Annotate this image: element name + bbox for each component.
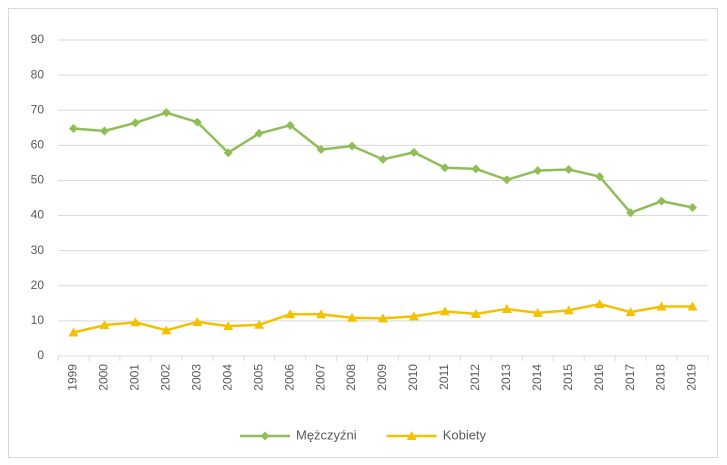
x-tick-label: 2017 bbox=[623, 364, 637, 391]
marker bbox=[254, 128, 264, 138]
marker bbox=[625, 307, 636, 317]
marker bbox=[687, 301, 698, 311]
legend-label: Mężczyźni bbox=[296, 427, 357, 442]
marker bbox=[656, 301, 667, 311]
marker bbox=[99, 320, 110, 330]
x-tick-label: 2010 bbox=[406, 364, 420, 391]
y-tick-label: 80 bbox=[31, 67, 45, 81]
x-tick-label: 1999 bbox=[66, 364, 80, 391]
marker bbox=[563, 305, 574, 315]
y-tick-label: 0 bbox=[37, 348, 44, 362]
marker bbox=[254, 319, 265, 329]
y-tick-label: 70 bbox=[31, 102, 45, 116]
x-tick-label: 2005 bbox=[251, 364, 265, 391]
x-tick-label: 2004 bbox=[220, 364, 234, 391]
marker bbox=[130, 317, 141, 327]
marker bbox=[409, 147, 419, 157]
x-tick-label: 2008 bbox=[344, 364, 358, 391]
x-tick-label: 2018 bbox=[654, 364, 668, 391]
x-tick-label: 2019 bbox=[685, 364, 699, 391]
marker bbox=[440, 163, 450, 173]
x-tick-label: 2006 bbox=[282, 364, 296, 391]
marker bbox=[347, 312, 358, 322]
marker bbox=[502, 175, 512, 185]
x-tick-label: 2007 bbox=[313, 364, 327, 391]
marker bbox=[595, 172, 605, 182]
marker bbox=[688, 202, 698, 212]
x-tick-label: 2011 bbox=[437, 364, 451, 390]
marker bbox=[192, 117, 202, 127]
marker bbox=[626, 208, 636, 218]
x-tick-label: 2012 bbox=[468, 364, 482, 391]
x-tick-label: 2002 bbox=[159, 364, 173, 391]
marker bbox=[223, 321, 234, 331]
marker bbox=[347, 141, 357, 151]
marker bbox=[532, 307, 543, 317]
x-tick-label: 2016 bbox=[592, 364, 606, 391]
marker bbox=[130, 118, 140, 128]
y-tick-label: 40 bbox=[31, 208, 45, 222]
x-tick-label: 2009 bbox=[375, 364, 389, 391]
x-tick-label: 2014 bbox=[530, 364, 544, 391]
x-tick-label: 2015 bbox=[561, 364, 575, 391]
marker bbox=[564, 165, 574, 175]
marker bbox=[378, 313, 388, 323]
marker bbox=[68, 327, 79, 337]
marker bbox=[406, 431, 417, 440]
marker bbox=[594, 299, 605, 309]
marker bbox=[192, 316, 203, 326]
chart-border bbox=[8, 8, 718, 458]
legend-label: Kobiety bbox=[443, 427, 487, 442]
marker bbox=[285, 309, 296, 319]
marker bbox=[378, 154, 388, 164]
x-tick-label: 2001 bbox=[128, 364, 142, 391]
marker bbox=[285, 120, 295, 130]
marker bbox=[68, 123, 78, 133]
marker bbox=[161, 108, 171, 118]
marker bbox=[161, 325, 172, 335]
marker bbox=[408, 311, 419, 321]
marker bbox=[657, 196, 667, 206]
marker bbox=[223, 148, 233, 158]
marker bbox=[316, 145, 326, 155]
marker bbox=[260, 431, 270, 441]
y-tick-label: 20 bbox=[31, 278, 45, 292]
y-tick-label: 90 bbox=[31, 32, 45, 46]
y-tick-label: 60 bbox=[31, 138, 45, 152]
y-tick-label: 30 bbox=[31, 243, 45, 257]
x-tick-label: 2013 bbox=[499, 364, 513, 391]
marker bbox=[471, 164, 481, 174]
marker bbox=[501, 303, 512, 313]
y-tick-label: 50 bbox=[31, 173, 45, 187]
marker bbox=[533, 166, 543, 176]
marker bbox=[439, 306, 450, 316]
marker bbox=[316, 309, 327, 319]
x-tick-label: 2003 bbox=[189, 364, 203, 391]
y-tick-label: 10 bbox=[31, 313, 45, 327]
marker bbox=[99, 126, 109, 136]
marker bbox=[470, 308, 481, 318]
x-tick-label: 2000 bbox=[97, 364, 111, 391]
